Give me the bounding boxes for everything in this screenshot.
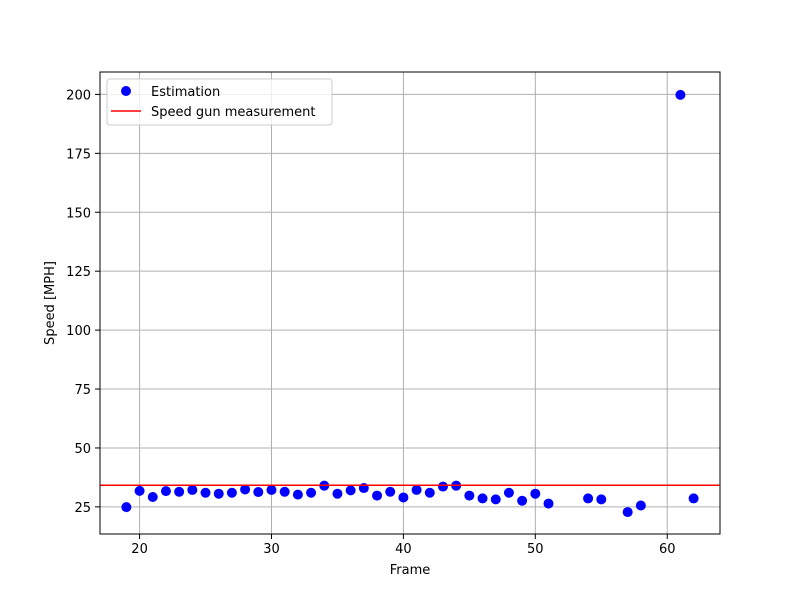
data-point-estimation	[226, 487, 237, 498]
data-point-estimation	[372, 490, 383, 501]
data-point-estimation	[240, 484, 251, 495]
data-point-estimation	[147, 491, 158, 502]
y-tick-label: 175	[66, 147, 91, 162]
y-tick-label: 50	[74, 442, 91, 457]
legend-marker-estimation	[121, 86, 131, 96]
ticks: 20 30 40 50 60 25 50 75 100 125 150 175 200	[66, 88, 675, 557]
data-point-estimation	[398, 492, 409, 503]
legend-box	[106, 78, 333, 126]
data-point-estimation	[543, 498, 554, 509]
y-tick-label: 150	[66, 206, 91, 221]
data-point-estimation	[635, 500, 646, 511]
x-tick-label: 30	[263, 542, 280, 557]
data-point-estimation	[345, 485, 356, 496]
data-point-estimation	[675, 89, 686, 100]
legend-label-estimation: Estimation	[151, 85, 220, 100]
data-point-estimation	[503, 487, 514, 498]
data-point-estimation	[160, 486, 171, 497]
data-point-estimation	[490, 494, 501, 505]
grid	[100, 72, 720, 534]
y-axis-label: Speed [MPH]	[43, 261, 58, 345]
data-point-estimation	[517, 495, 528, 506]
data-point-estimation	[385, 486, 396, 497]
data-point-estimation	[121, 502, 132, 513]
data-layer	[100, 89, 720, 518]
legend: Estimation Speed gun measurement	[106, 78, 333, 126]
data-point-estimation	[292, 489, 303, 500]
data-point-estimation	[411, 484, 422, 495]
data-point-estimation	[213, 488, 224, 499]
x-tick-label: 50	[527, 542, 544, 557]
data-point-estimation	[253, 487, 264, 498]
data-point-estimation	[332, 488, 343, 499]
data-point-estimation	[424, 487, 435, 498]
data-point-estimation	[477, 493, 488, 504]
data-point-estimation	[134, 485, 145, 496]
data-point-estimation	[464, 490, 475, 501]
data-point-estimation	[530, 488, 541, 499]
data-point-estimation	[437, 481, 448, 492]
x-tick-label: 60	[659, 542, 676, 557]
y-tick-label: 100	[66, 324, 91, 339]
y-tick-label: 125	[66, 265, 91, 280]
plot-frame	[99, 71, 721, 535]
y-tick-label: 25	[74, 501, 91, 516]
plot-background	[100, 72, 720, 534]
data-point-estimation	[688, 493, 699, 504]
data-point-estimation	[266, 484, 277, 495]
y-tick-label: 200	[66, 88, 91, 103]
data-point-estimation	[583, 493, 594, 504]
data-point-estimation	[622, 507, 633, 518]
data-point-estimation	[596, 494, 607, 505]
x-tick-label: 40	[395, 542, 412, 557]
data-point-estimation	[279, 486, 290, 497]
data-point-estimation	[187, 484, 198, 495]
x-tick-label: 20	[131, 542, 148, 557]
data-point-estimation	[174, 486, 185, 497]
y-tick-label: 75	[74, 383, 91, 398]
data-point-estimation	[306, 487, 317, 498]
x-axis-label: Frame	[390, 563, 431, 578]
legend-label-speed-gun: Speed gun measurement	[151, 105, 315, 120]
data-point-estimation	[200, 487, 211, 498]
